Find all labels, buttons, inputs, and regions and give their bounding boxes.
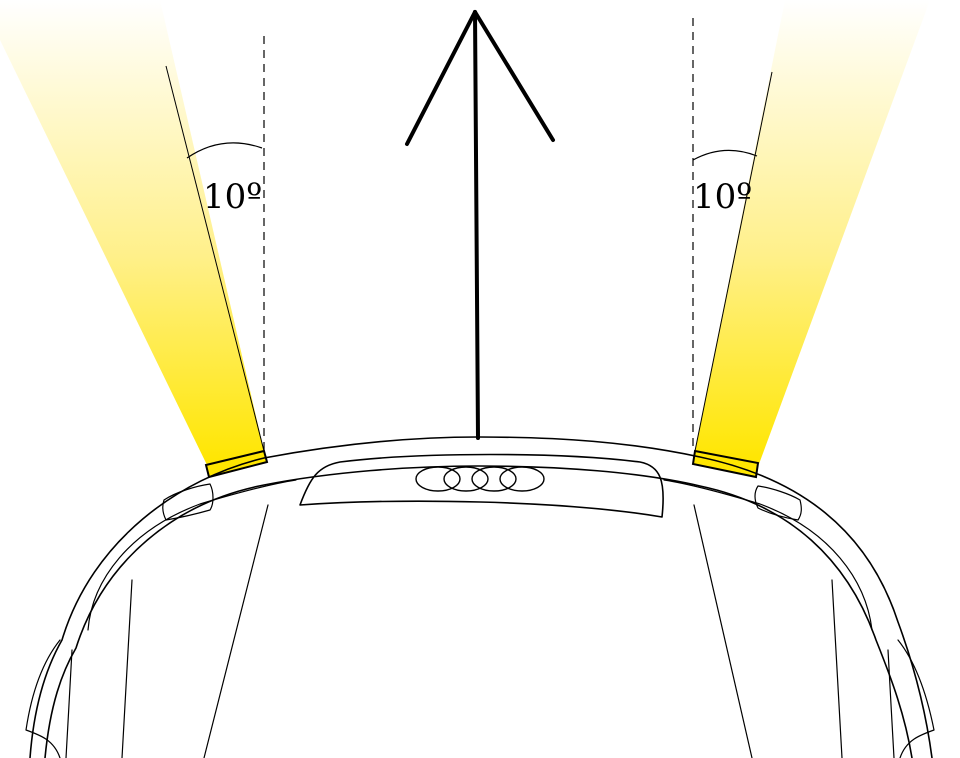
car-grille — [299, 453, 664, 518]
right-a-pillar-inner — [831, 579, 843, 758]
right-angle-label: 10º — [693, 177, 752, 217]
right-beam-cone — [695, 0, 930, 464]
four-rings-logo — [415, 466, 545, 492]
left-a-pillar — [203, 504, 269, 758]
left-beam: 10º — [0, 0, 269, 479]
left-body-line — [65, 649, 73, 758]
right-body-line — [887, 649, 895, 758]
left-side-mirror — [25, 639, 61, 758]
left-angle-label: 10º — [203, 177, 262, 217]
right-fog-light — [754, 485, 802, 521]
left-angle-arc — [186, 142, 263, 159]
left-beam-cone — [0, 0, 264, 465]
car-front-edge — [29, 436, 933, 758]
right-angle-arc — [692, 149, 758, 161]
right-beam-edge — [694, 71, 773, 452]
right-a-pillar — [693, 504, 753, 758]
arrow-up-icon — [405, 10, 555, 440]
right-side-mirror — [897, 639, 935, 758]
car-bumper-right — [663, 479, 873, 631]
car-bumper-left — [87, 479, 297, 631]
car-inner-contour — [44, 465, 913, 758]
right-beam: 10º — [691, 0, 930, 479]
car-outline — [25, 436, 935, 758]
left-headlamp — [204, 449, 269, 479]
left-beam-edge — [165, 65, 265, 452]
left-fog-light — [162, 483, 214, 521]
left-a-pillar-inner — [121, 579, 133, 758]
